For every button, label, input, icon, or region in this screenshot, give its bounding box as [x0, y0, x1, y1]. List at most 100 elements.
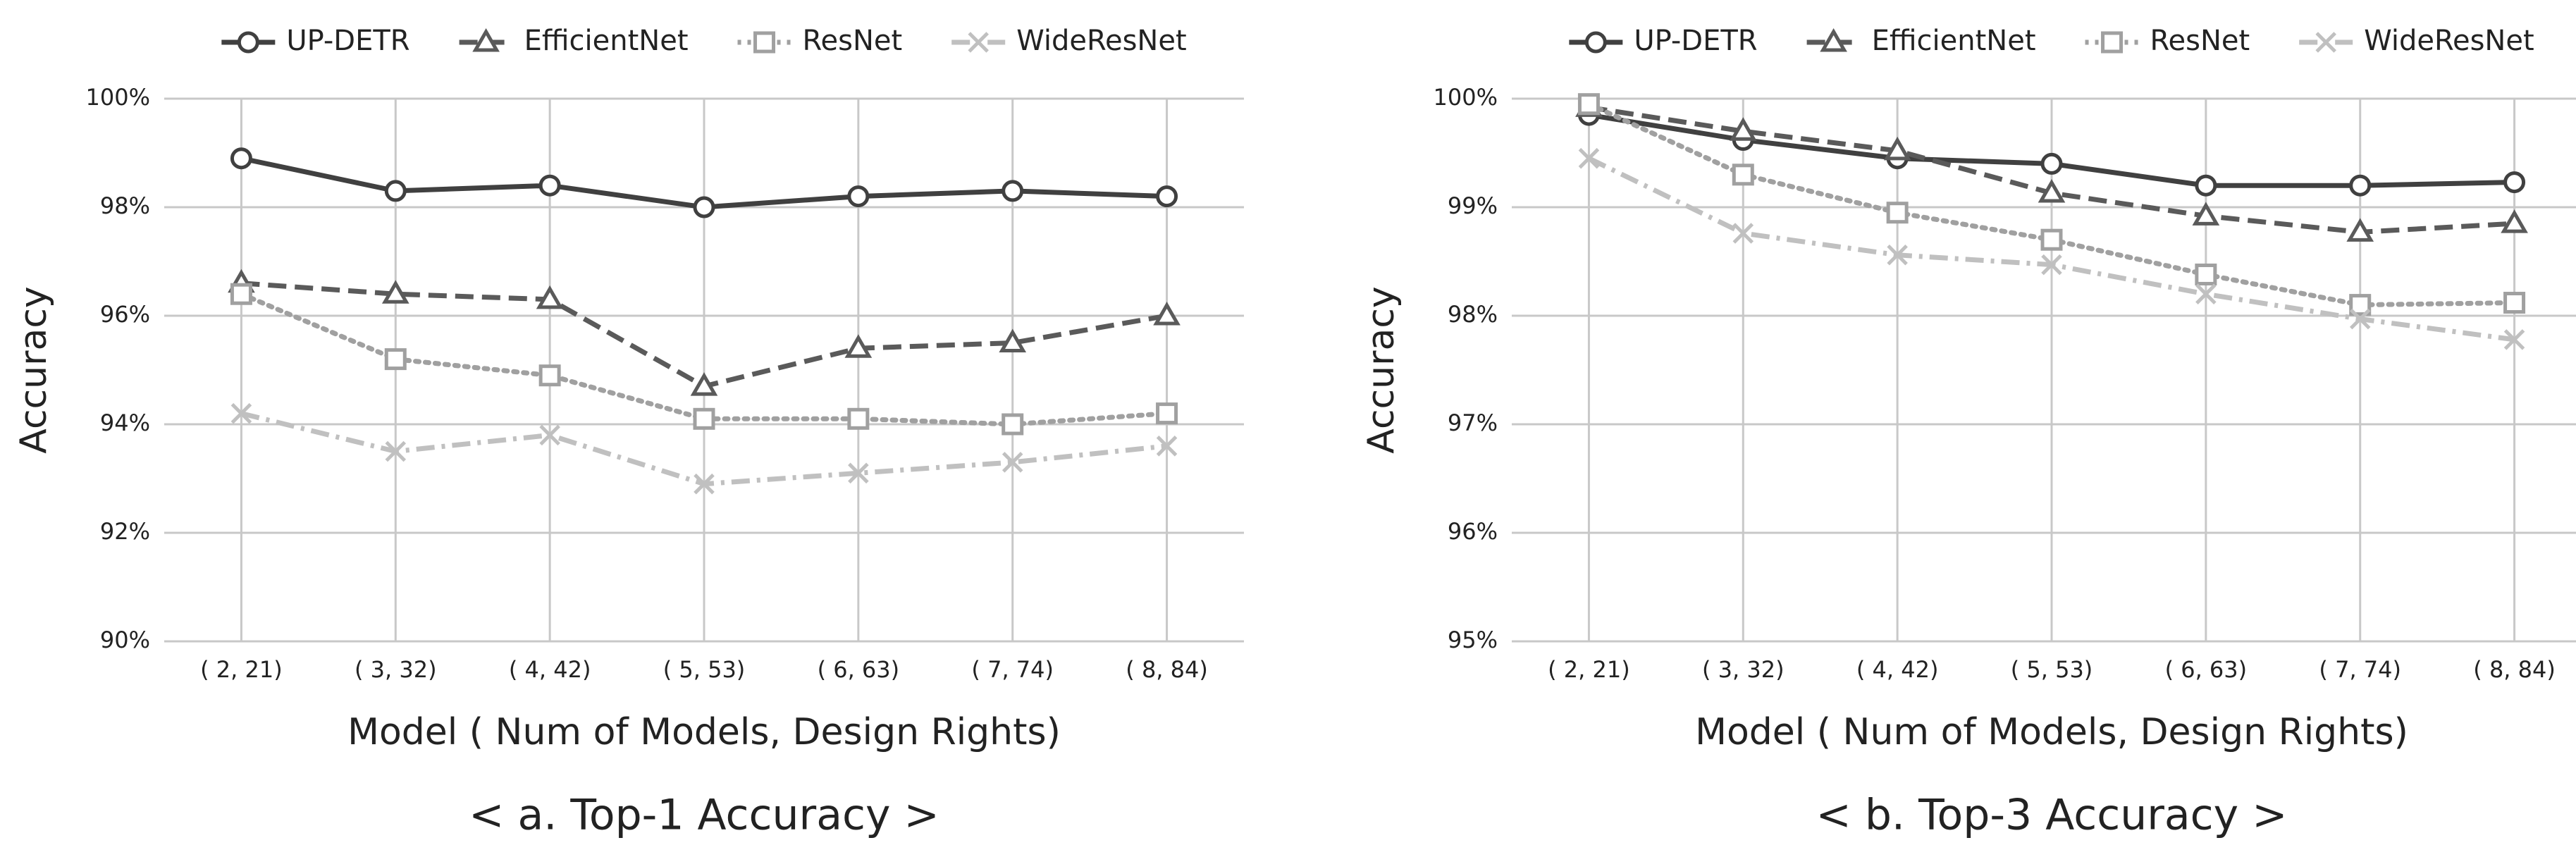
x-tick-label: ( 2, 21) [1548, 656, 1630, 683]
x-tick-label: ( 5, 53) [663, 656, 746, 683]
point [1883, 136, 1911, 161]
point [1156, 402, 1178, 425]
point [2503, 171, 2526, 194]
y-tick-label: 100% [86, 84, 150, 111]
y-tick-label: 90% [100, 627, 150, 653]
series [230, 283, 1178, 436]
point [1153, 301, 1181, 326]
series [228, 269, 1181, 396]
legend-marker [1584, 31, 1607, 54]
y-tick-label: 94% [100, 409, 150, 436]
x-tick-label: ( 3, 32) [1702, 656, 1785, 683]
point [2349, 174, 2372, 197]
point [2503, 292, 2526, 314]
legend-label: EfficientNet [524, 25, 689, 57]
legend-item: WideResNet [2299, 25, 2534, 57]
legend-marker [472, 27, 500, 52]
x-tick-label: ( 4, 42) [509, 656, 591, 683]
point [2346, 218, 2374, 242]
point [1577, 93, 1600, 116]
legend-item: WideResNet [951, 25, 1187, 57]
legend-marker [1820, 27, 1847, 52]
point [2038, 178, 2066, 203]
x-axis-title: Model ( Num of Models, Design Rights) [1695, 711, 2408, 753]
legend-marker [237, 31, 259, 54]
series [1578, 147, 2525, 350]
point [230, 147, 252, 170]
y-tick-label: 92% [100, 518, 150, 545]
legend-label: EfficientNet [1872, 25, 2036, 57]
point [847, 407, 870, 430]
legend-item: UP-DETR [221, 25, 410, 57]
x-tick-label: ( 8, 84) [1126, 656, 1208, 683]
point [1732, 164, 1754, 186]
point [381, 280, 409, 304]
chart-title: < b. Top-3 Accuracy > [1816, 791, 2288, 840]
point [844, 334, 873, 358]
legend-label: ResNet [2150, 25, 2250, 57]
series [1577, 93, 2526, 316]
point [1729, 117, 1757, 141]
legend-item: ResNet [2085, 25, 2250, 57]
point [2192, 202, 2220, 226]
legend-item: UP-DETR [1569, 25, 1758, 57]
point [847, 185, 870, 208]
y-axis-title: Accuracy [13, 286, 55, 453]
point [2195, 174, 2217, 197]
point [2195, 263, 2217, 285]
point [1002, 180, 1024, 202]
point [1156, 185, 1178, 208]
point [2349, 308, 2371, 330]
point [536, 285, 564, 309]
legend-label: UP-DETR [286, 25, 409, 57]
x-tick-label: ( 7, 74) [971, 656, 1054, 683]
legend-marker [2101, 31, 2124, 54]
point [2040, 228, 2063, 251]
point [1002, 452, 1023, 473]
y-tick-label: 95% [1448, 627, 1498, 653]
y-tick-label: 96% [1448, 518, 1498, 545]
point [694, 473, 715, 495]
x-axis-title: Model ( Num of Models, Design Rights) [347, 711, 1061, 753]
point [693, 196, 715, 218]
point [384, 180, 407, 202]
legend-marker [2315, 32, 2336, 53]
legend-label: UP-DETR [1634, 25, 1757, 57]
point [538, 174, 561, 197]
point [2195, 283, 2217, 304]
y-tick-label: 97% [1448, 409, 1498, 436]
point [1578, 147, 1600, 169]
y-tick-label: 98% [1448, 301, 1498, 328]
point [539, 424, 560, 446]
point [1886, 202, 1909, 224]
point [2501, 209, 2528, 233]
legend-label: WideResNet [2364, 25, 2534, 57]
point [1156, 436, 1178, 457]
x-tick-label: ( 6, 63) [818, 656, 900, 683]
point [2503, 329, 2525, 350]
legend-label: WideResNet [1016, 25, 1186, 57]
series [230, 402, 1178, 495]
point [1732, 223, 1754, 244]
point [1002, 413, 1024, 436]
x-tick-label: ( 7, 74) [2319, 656, 2401, 683]
y-axis-title: Accuracy [1360, 286, 1403, 453]
legend-item: EfficientNet [1806, 25, 2036, 57]
x-tick-label: ( 3, 32) [355, 656, 437, 683]
point [230, 283, 252, 305]
point [690, 372, 718, 396]
x-tick-label: ( 2, 21) [200, 656, 283, 683]
legend-item: ResNet [737, 25, 902, 57]
point [538, 364, 561, 387]
x-tick-label: ( 6, 63) [2165, 656, 2248, 683]
point [1887, 244, 1908, 266]
point [385, 440, 407, 462]
point [230, 402, 252, 424]
y-tick-label: 96% [100, 301, 150, 328]
y-tick-label: 99% [1448, 192, 1498, 219]
chart-title: < a. Top-1 Accuracy > [469, 791, 939, 840]
point [384, 348, 407, 371]
point [2040, 152, 2063, 175]
point [848, 462, 869, 484]
